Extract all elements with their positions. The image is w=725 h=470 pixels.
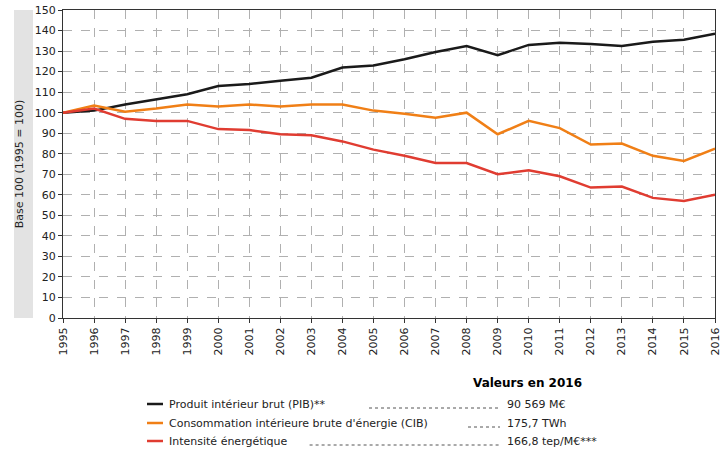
svg-text:1997: 1997	[119, 327, 132, 355]
svg-text:1998: 1998	[150, 327, 163, 355]
svg-text:2000: 2000	[212, 327, 225, 355]
svg-text:166,8 tep/M€***: 166,8 tep/M€***	[507, 435, 597, 448]
svg-text:175,7 TWh: 175,7 TWh	[507, 417, 567, 430]
svg-text:Produit intérieur brut (PIB)**: Produit intérieur brut (PIB)**	[169, 398, 326, 411]
svg-text:1999: 1999	[181, 327, 194, 355]
svg-text:2015: 2015	[678, 327, 691, 355]
svg-text:0: 0	[49, 312, 56, 325]
svg-text:20: 20	[42, 271, 56, 284]
svg-text:40: 40	[42, 230, 56, 243]
svg-text:50: 50	[42, 209, 56, 222]
svg-text:Valeurs en 2016: Valeurs en 2016	[473, 376, 582, 390]
svg-text:2009: 2009	[491, 327, 504, 355]
svg-text:2007: 2007	[429, 327, 442, 355]
svg-text:1996: 1996	[88, 327, 101, 355]
svg-text:2012: 2012	[584, 327, 597, 355]
svg-text:80: 80	[42, 148, 56, 161]
svg-text:2016: 2016	[709, 327, 722, 355]
svg-text:2013: 2013	[615, 327, 628, 355]
svg-text:2008: 2008	[460, 327, 473, 355]
svg-text:Consommation intérieure brute: Consommation intérieure brute d'énergie …	[169, 417, 428, 430]
svg-text:2014: 2014	[646, 327, 659, 355]
svg-text:2005: 2005	[367, 327, 380, 355]
svg-text:70: 70	[42, 168, 56, 181]
svg-text:100: 100	[35, 107, 56, 120]
svg-text:2010: 2010	[522, 327, 535, 355]
svg-text:90: 90	[42, 127, 56, 140]
svg-text:90 569 M€: 90 569 M€	[507, 398, 565, 411]
svg-text:110: 110	[35, 86, 56, 99]
svg-text:Intensité énergétique: Intensité énergétique	[169, 435, 288, 448]
svg-text:2004: 2004	[336, 327, 349, 355]
svg-text:2003: 2003	[305, 327, 318, 355]
svg-text:10: 10	[42, 291, 56, 304]
svg-text:1995: 1995	[57, 327, 70, 355]
svg-text:130: 130	[35, 45, 56, 58]
svg-text:60: 60	[42, 189, 56, 202]
svg-text:Base 100 (1995 = 100): Base 100 (1995 = 100)	[13, 100, 26, 229]
svg-text:150: 150	[35, 4, 56, 17]
svg-text:140: 140	[35, 24, 56, 37]
svg-text:2006: 2006	[398, 327, 411, 355]
svg-text:120: 120	[35, 65, 56, 78]
svg-text:30: 30	[42, 250, 56, 263]
svg-text:2002: 2002	[274, 327, 287, 355]
svg-text:2011: 2011	[553, 327, 566, 355]
svg-text:2001: 2001	[243, 327, 256, 355]
